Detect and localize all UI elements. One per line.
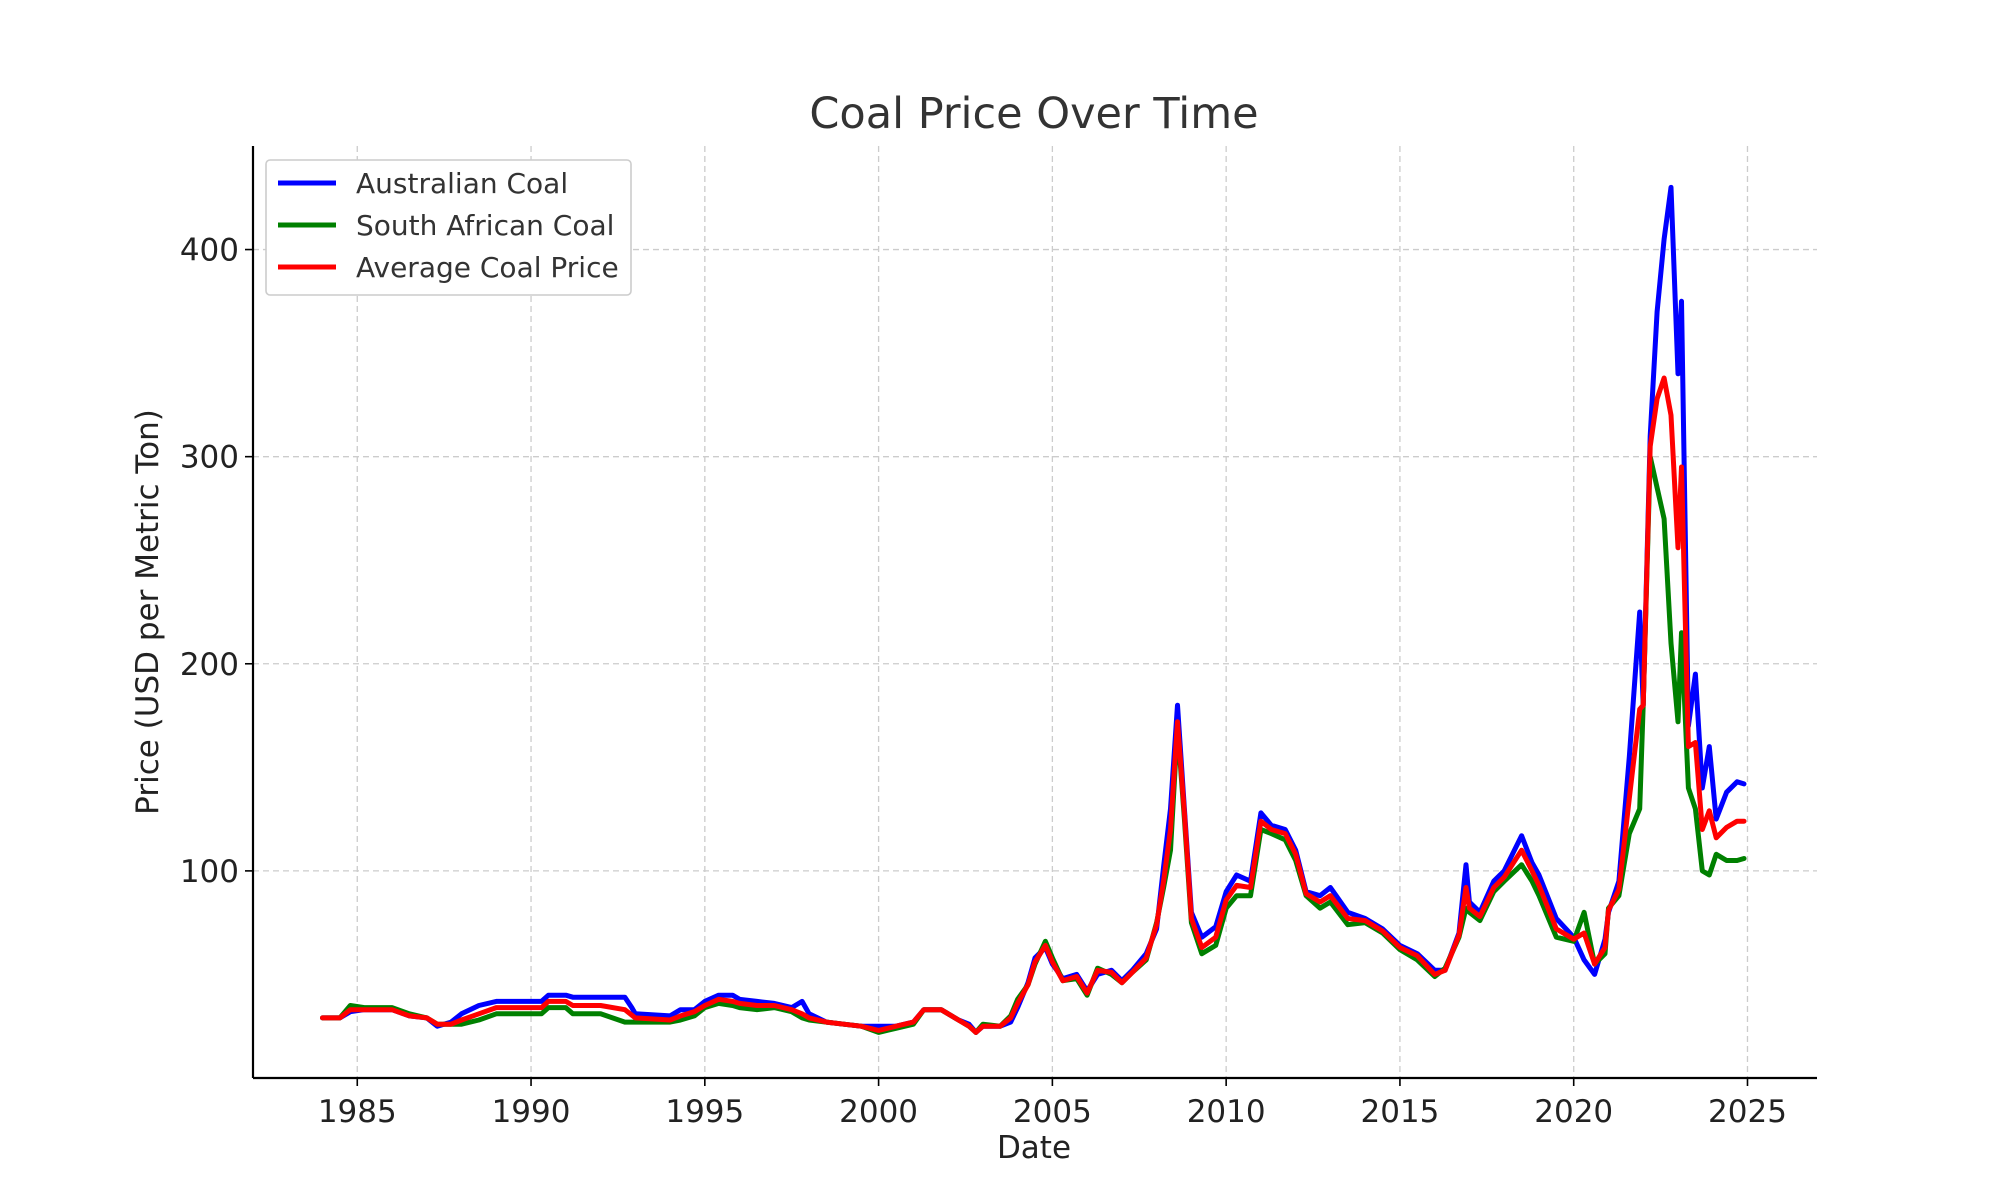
x-tick-label: 1995 — [665, 1094, 744, 1130]
x-tick-label: 2005 — [1013, 1094, 1092, 1130]
x-tick-label: 1990 — [492, 1094, 571, 1130]
axis-ticks: 1985 1990 1995 2000 2005 2010 2015 2020 2025 100 2… — [180, 233, 1787, 1130]
x-tick-label: 2015 — [1360, 1094, 1439, 1130]
legend-label-south-african: South African Coal — [356, 209, 614, 242]
grid — [253, 146, 1817, 1078]
series-line-average-coal-price — [320, 375, 1747, 1035]
y-tick-label: 400 — [180, 233, 239, 269]
series-lines — [320, 184, 1747, 1035]
y-axis-label: Price (USD per Metric Ton) — [130, 409, 166, 815]
legend: Australian Coal South African Coal Avera… — [265, 159, 632, 296]
x-tick-label: 2020 — [1534, 1094, 1613, 1130]
x-tick-label: 2025 — [1708, 1094, 1787, 1130]
y-tick-label: 100 — [180, 854, 239, 890]
x-tick-label: 1985 — [318, 1094, 397, 1130]
legend-label-average: Average Coal Price — [356, 251, 619, 284]
y-tick-label: 300 — [180, 440, 239, 476]
legend-box — [265, 159, 632, 296]
x-tick-label: 2000 — [839, 1094, 918, 1130]
axes — [251, 146, 1817, 1080]
chart-title: Coal Price Over Time — [809, 89, 1258, 139]
x-tick-label: 2010 — [1187, 1094, 1266, 1130]
y-tick-label: 200 — [180, 647, 239, 683]
x-axis-label: Date — [997, 1130, 1071, 1166]
legend-label-australian: Australian Coal — [356, 167, 568, 200]
